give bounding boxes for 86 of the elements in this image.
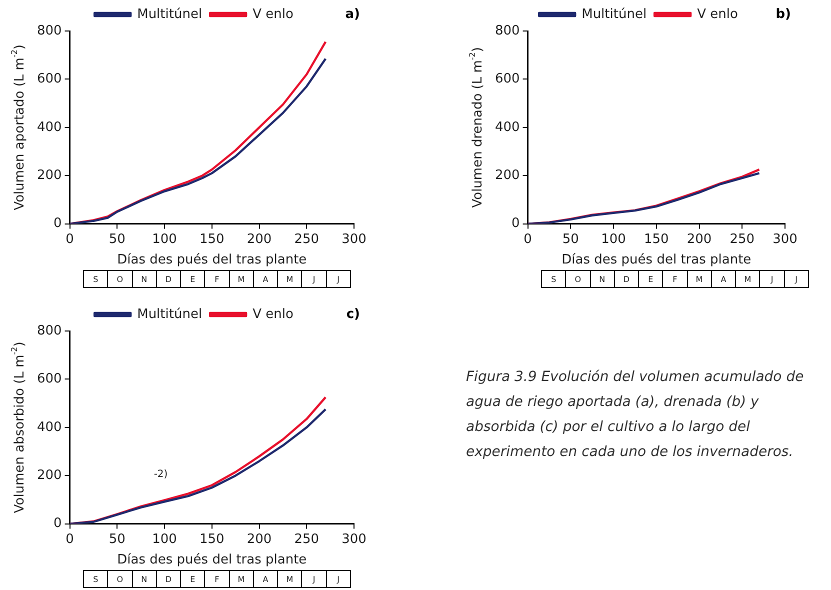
y-tick-label: 400 [36,420,62,435]
text: S [92,274,100,286]
x-tick-label: 50 [562,232,579,247]
legend-label: V enlo [252,306,294,322]
legend-label: V enlo [697,6,738,22]
text: J [326,271,350,287]
text: N [132,571,156,587]
text: M [228,271,253,287]
y-tick-label: 200 [36,168,62,183]
text: J [784,271,808,287]
text: S [550,274,558,286]
y-tick-label: 600 [36,372,62,387]
y-axis-title: Volumen drenado (L m-2) [468,47,486,208]
legend-label: Multitúnel [137,6,202,22]
text: M [277,271,302,287]
y-axis-title: Volumen aportado (L m-2) [10,44,28,210]
x-tick-label: 150 [199,232,224,247]
text: F [204,571,229,587]
y-axis-title: Volumen absorbido (L m-2) [10,342,28,514]
x-axis-title: Días des pués del tras plante [117,552,307,568]
x-tick-label: 50 [108,232,126,247]
y-tick-label: 600 [36,72,62,87]
text: N [132,271,156,287]
chart-title: b) [776,6,791,22]
text: M [735,271,760,287]
text: D [614,271,638,287]
x-tick-label: 100 [152,232,177,247]
y-tick-label: 0 [54,516,62,532]
text: N [590,271,614,287]
x-tick-label: 0 [66,232,74,247]
text: D [156,271,180,287]
x-tick-label: 100 [601,232,626,247]
text: M [277,571,302,587]
x-tick-label: 250 [294,532,320,547]
text: A [252,571,278,587]
y-tick-label: 200 [36,468,62,483]
y-tick-label: 800 [36,23,62,38]
legend-label: V enlo [252,6,294,22]
text: J [759,271,784,287]
annotation: -2) [154,469,168,480]
x-tick-label: 200 [246,532,272,547]
text: Figura 3.9 Evolución del volumen acumulado de agua de riego aportada (a), drenada (b) y absorbida (c) por el cultivo a lo largo del experimento en cada uno de los invernaderos. [466,368,805,462]
text: J [301,271,326,287]
text: F [204,271,229,287]
chart-title: c) [346,306,360,322]
x-tick-label: 0 [524,232,532,247]
text: E [180,571,204,587]
y-tick-label: 400 [494,120,520,135]
x-axis-title: Días des pués del tras plante [117,252,307,268]
x-tick-label: 300 [342,532,366,547]
x-axis-title: Días des pués del tras plante [562,252,752,268]
x-tick-label: 300 [342,232,366,247]
y-tick-label: 800 [36,323,62,338]
text: E [180,271,204,287]
text: F [662,271,687,287]
text: O [107,271,132,287]
y-tick-label: 800 [494,23,520,38]
y-tick-label: 0 [54,216,62,232]
legend-label: Multitúnel [582,6,647,22]
y-tick-label: 200 [494,168,520,183]
x-tick-label: 200 [686,232,712,247]
x-tick-label: 0 [66,532,74,547]
text: O [565,271,590,287]
x-tick-label: 250 [730,232,755,247]
text: M [228,571,253,587]
y-tick-label: 400 [36,120,62,135]
text: M [686,271,711,287]
y-tick-label: 0 [512,216,520,232]
x-tick-label: 50 [108,532,126,547]
text: A [710,271,736,287]
text: S [92,574,100,586]
text: E [638,271,662,287]
text: A [252,271,278,287]
text: O [107,571,132,587]
x-tick-label: 300 [772,232,798,247]
text: J [326,571,350,587]
chart-title: a) [345,6,360,22]
x-tick-label: 250 [294,232,320,247]
x-tick-label: 100 [152,532,177,547]
x-tick-label: 150 [644,232,669,247]
y-tick-label: 600 [494,72,520,87]
text: J [301,571,326,587]
x-tick-label: 150 [199,532,224,547]
x-tick-label: 200 [246,232,272,247]
text: D [156,571,180,587]
legend-label: Multitúnel [137,306,202,322]
